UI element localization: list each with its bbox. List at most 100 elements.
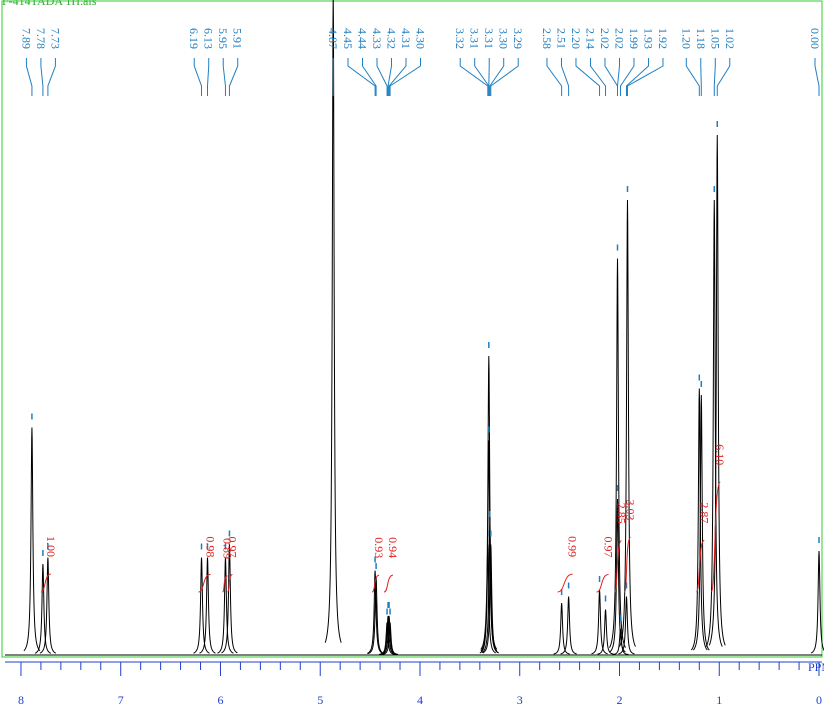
integral-label: 0.99 bbox=[566, 536, 580, 557]
integral-curve bbox=[695, 539, 705, 593]
peak-label: 2.51 bbox=[554, 28, 568, 49]
peak bbox=[381, 622, 399, 655]
integral-label: 2.85 bbox=[614, 503, 628, 524]
integral-label: 0.97 bbox=[602, 537, 616, 558]
peak-connector bbox=[713, 58, 716, 96]
integral-label: 0.93 bbox=[372, 537, 386, 558]
peak bbox=[23, 427, 41, 652]
peak-connector bbox=[685, 58, 700, 96]
peak-label: 4.31 bbox=[399, 28, 413, 49]
peak-label: 1.18 bbox=[694, 28, 708, 49]
peak bbox=[221, 544, 238, 654]
peak-connector bbox=[474, 58, 490, 96]
peak bbox=[39, 557, 57, 654]
peak-label: 5.91 bbox=[231, 28, 245, 49]
peak-connector bbox=[575, 58, 601, 96]
peak-label: 3.30 bbox=[497, 28, 511, 49]
file-title: F-414TADA 1H.als bbox=[2, 0, 97, 8]
peak-label: 1.93 bbox=[641, 28, 655, 49]
integral-curve bbox=[221, 575, 228, 593]
peak bbox=[618, 596, 635, 655]
peak-label: 1.99 bbox=[627, 28, 641, 49]
integral-curve bbox=[226, 574, 233, 593]
peak bbox=[619, 199, 636, 647]
peak-label: 7.73 bbox=[48, 28, 62, 49]
peak bbox=[690, 388, 708, 651]
peak-connector bbox=[700, 58, 702, 96]
peak-label: 1.20 bbox=[679, 28, 693, 49]
peak-label: 2.02 bbox=[598, 28, 612, 49]
x-axis-label: PPM bbox=[808, 660, 824, 674]
peak-connector bbox=[560, 58, 570, 96]
peak-label: 6.13 bbox=[202, 28, 216, 49]
peak-connector bbox=[25, 58, 33, 96]
peak-label: 2.02 bbox=[612, 28, 626, 49]
peak-label: 6.19 bbox=[187, 28, 201, 49]
peak-connector bbox=[387, 58, 392, 96]
integral-curve bbox=[383, 574, 394, 593]
peak-connector bbox=[625, 58, 649, 96]
integral-curve bbox=[557, 573, 573, 593]
peak bbox=[597, 609, 614, 655]
peak bbox=[810, 550, 824, 654]
integral-curve bbox=[198, 573, 211, 593]
peak bbox=[324, 0, 342, 643]
peak-connector bbox=[193, 58, 203, 96]
peak-connector bbox=[626, 58, 664, 96]
integral-label: 3.03 bbox=[623, 499, 637, 520]
peak-label: 2.58 bbox=[540, 28, 554, 49]
peak-connector bbox=[604, 58, 619, 96]
peak-label: 3.32 bbox=[453, 28, 467, 49]
integral-label: 0.94 bbox=[386, 537, 400, 558]
integral-label: 2.87 bbox=[697, 502, 711, 523]
peak-label: 7.78 bbox=[34, 28, 48, 49]
integral-curve bbox=[623, 536, 631, 593]
integral-curve bbox=[614, 540, 622, 593]
integral-label: 0.97 bbox=[225, 537, 239, 558]
peak-label: 3.29 bbox=[511, 28, 525, 49]
peak-connector bbox=[376, 58, 388, 96]
peak-label: 4.45 bbox=[341, 28, 355, 49]
integral-curve bbox=[596, 574, 609, 593]
peak-label: 7.89 bbox=[19, 28, 33, 49]
peak bbox=[34, 563, 52, 654]
integral-label: 6.10 bbox=[713, 444, 727, 465]
peak bbox=[553, 602, 570, 655]
peak-connector bbox=[814, 58, 820, 96]
peak-label: 4.33 bbox=[370, 28, 384, 49]
peak-connector bbox=[40, 58, 44, 96]
peak bbox=[481, 524, 499, 654]
peak-label: 4.32 bbox=[384, 28, 398, 49]
integral-label: 1.00 bbox=[44, 536, 58, 557]
integral-curve bbox=[710, 481, 721, 593]
peak-label: 1.05 bbox=[708, 28, 722, 49]
x-tick-label: 4 bbox=[417, 693, 423, 707]
peak-connector bbox=[388, 58, 407, 96]
peak-label: 1.02 bbox=[723, 28, 737, 49]
integral-label: 0.89 bbox=[220, 538, 234, 559]
peak-label: 3.31 bbox=[468, 28, 482, 49]
peak-connector bbox=[490, 58, 519, 96]
x-tick-label: 3 bbox=[517, 693, 523, 707]
peak-connector bbox=[459, 58, 489, 96]
x-tick-label: 7 bbox=[118, 693, 124, 707]
peak-connector bbox=[489, 58, 505, 96]
peak-connector bbox=[589, 58, 607, 96]
peak-connector bbox=[389, 58, 421, 96]
peak bbox=[609, 258, 626, 648]
peak-connector bbox=[347, 58, 376, 96]
peak bbox=[705, 199, 723, 647]
peak-connector bbox=[228, 58, 239, 96]
peak bbox=[612, 628, 629, 656]
peak bbox=[199, 557, 216, 654]
peak bbox=[193, 557, 210, 654]
x-tick-label: 8 bbox=[18, 693, 24, 707]
peak bbox=[366, 570, 384, 654]
integral-curve bbox=[371, 574, 380, 593]
peak-label: 4.30 bbox=[413, 28, 427, 49]
x-tick-label: 5 bbox=[317, 693, 323, 707]
peak-connector bbox=[546, 58, 563, 96]
peak-connector bbox=[617, 58, 620, 96]
integral-label: 0.98 bbox=[203, 536, 217, 557]
